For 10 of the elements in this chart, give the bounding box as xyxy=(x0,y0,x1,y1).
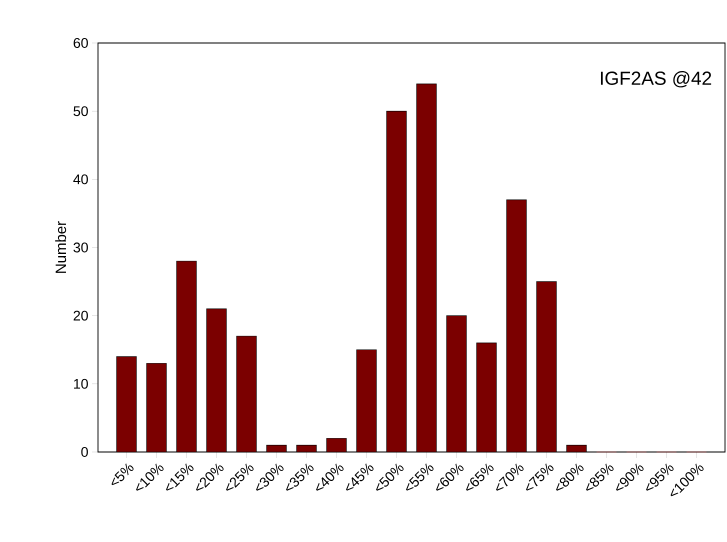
y-tick-label: 30 xyxy=(74,242,88,252)
y-axis-title: Number xyxy=(55,221,66,273)
annotation: IGF2AS @42 xyxy=(600,71,712,88)
y-tick-label: 60 xyxy=(74,38,88,48)
x-tick-label: <5% xyxy=(111,463,134,486)
y-tick-label: 0 xyxy=(81,447,88,457)
y-tick-label: 50 xyxy=(74,106,88,116)
y-tick-label: 40 xyxy=(73,174,88,184)
y-tick-label: 10 xyxy=(74,378,88,389)
y-tick-label: 20 xyxy=(74,310,88,321)
